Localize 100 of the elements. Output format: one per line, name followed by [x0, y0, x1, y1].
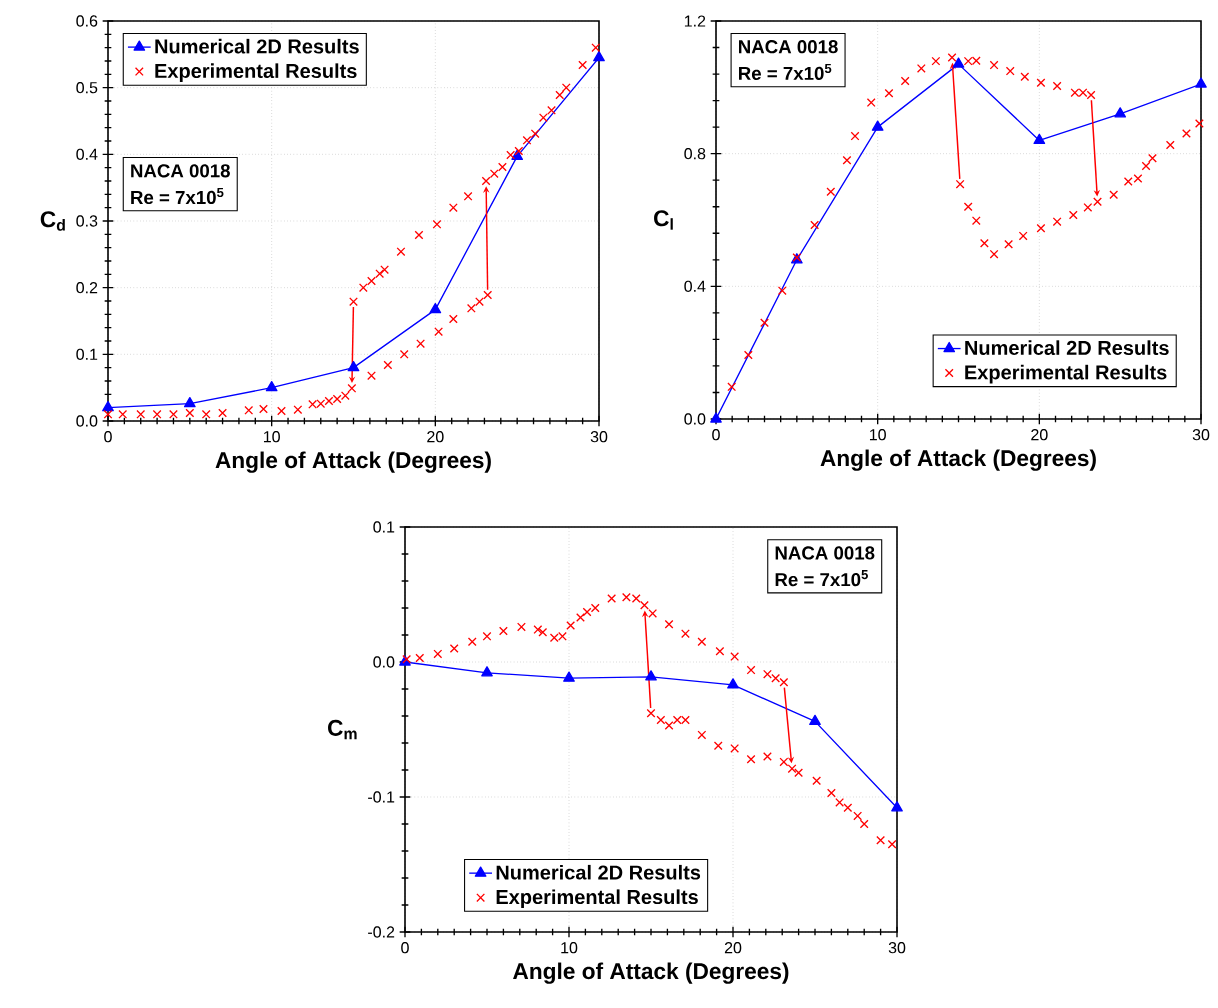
- point: [522, 135, 532, 145]
- point: [482, 631, 492, 641]
- y-tick-label: 0.8: [684, 148, 706, 160]
- point: [383, 360, 393, 370]
- point: [1083, 202, 1093, 212]
- point: [416, 339, 426, 349]
- legend-label: Numerical 2D Results: [155, 38, 359, 54]
- point: [916, 63, 926, 73]
- x-tick-label: 30: [1192, 429, 1210, 441]
- point: [931, 56, 941, 66]
- x-axis-title: Angle of Attack (Degrees): [215, 451, 491, 473]
- point: [853, 811, 863, 821]
- point: [136, 409, 146, 419]
- point: [1018, 231, 1028, 241]
- point: [971, 216, 981, 226]
- point: [871, 120, 884, 131]
- point: [380, 265, 390, 275]
- point: [746, 665, 756, 675]
- point: [900, 76, 910, 86]
- point: [859, 819, 869, 829]
- point: [1182, 128, 1191, 138]
- point: [582, 607, 592, 617]
- point: [763, 752, 772, 761]
- y-axis-title: C$_{m}$: [328, 719, 357, 740]
- point: [576, 613, 585, 622]
- point: [349, 297, 358, 307]
- x-tick-label: 20: [1031, 429, 1048, 441]
- annotation: NACA 0018: [739, 40, 838, 54]
- point: [681, 629, 690, 639]
- point: [489, 169, 499, 179]
- point: [1194, 119, 1204, 128]
- point: [1068, 210, 1078, 220]
- point: [979, 238, 989, 248]
- point: [506, 150, 516, 160]
- point: [467, 637, 477, 647]
- point: [152, 409, 162, 419]
- point: [710, 412, 722, 423]
- point: [590, 603, 600, 613]
- point: [664, 721, 674, 730]
- point: [727, 678, 739, 689]
- point: [697, 730, 707, 740]
- point: [713, 741, 723, 751]
- legend-label: Experimental Results: [965, 364, 1167, 384]
- point: [727, 382, 737, 392]
- point: [646, 708, 656, 718]
- point: [876, 835, 886, 845]
- annotation: Re = 7x10$^{5}$: [775, 570, 868, 587]
- point: [743, 350, 753, 360]
- point: [1114, 107, 1127, 118]
- point: [1141, 161, 1151, 171]
- point: [265, 380, 278, 392]
- point: [463, 191, 473, 201]
- point: [779, 677, 789, 687]
- point: [259, 404, 268, 414]
- point: [414, 230, 424, 240]
- x-axis-title: Angle of Attack (Degrees): [513, 962, 789, 984]
- point: [1123, 177, 1133, 186]
- point: [746, 754, 756, 764]
- point: [434, 327, 444, 337]
- point: [244, 405, 254, 415]
- point: [884, 88, 894, 98]
- point: [375, 269, 385, 279]
- y-tick-label: 0.1: [76, 348, 98, 360]
- point: [367, 276, 376, 286]
- y-tick-label: -0.1: [368, 791, 395, 803]
- x-tick-label: 30: [888, 942, 906, 954]
- legend-label: Numerical 2D Results: [965, 340, 1169, 355]
- point: [169, 409, 178, 419]
- point: [664, 619, 674, 629]
- point: [201, 409, 211, 419]
- point: [533, 625, 543, 635]
- point: [715, 646, 725, 656]
- annotation: NACA 0018: [775, 546, 875, 560]
- point: [514, 146, 524, 156]
- y-axis-title: C$_{d}$: [40, 211, 65, 231]
- point: [887, 839, 897, 849]
- point: [102, 400, 114, 412]
- point: [1033, 133, 1046, 145]
- point: [566, 621, 576, 630]
- point: [277, 406, 286, 416]
- point: [481, 176, 491, 186]
- point: [955, 179, 965, 189]
- y-tick-label: 0.3: [76, 215, 98, 227]
- x-tick-label: 0: [104, 431, 112, 443]
- point: [367, 371, 376, 381]
- point: [530, 129, 540, 139]
- point: [563, 671, 575, 682]
- point: [952, 57, 965, 68]
- point: [593, 50, 605, 62]
- point: [118, 409, 128, 419]
- point: [1148, 153, 1157, 163]
- x-tick-label: 30: [590, 431, 608, 443]
- point: [826, 187, 836, 197]
- point: [648, 608, 658, 618]
- point: [812, 776, 822, 786]
- point: [483, 290, 493, 300]
- annotation: Re = 7x10$^{5}$: [739, 63, 832, 81]
- y-tick-label: 0.4: [684, 280, 706, 292]
- point: [399, 349, 409, 359]
- point: [787, 764, 797, 774]
